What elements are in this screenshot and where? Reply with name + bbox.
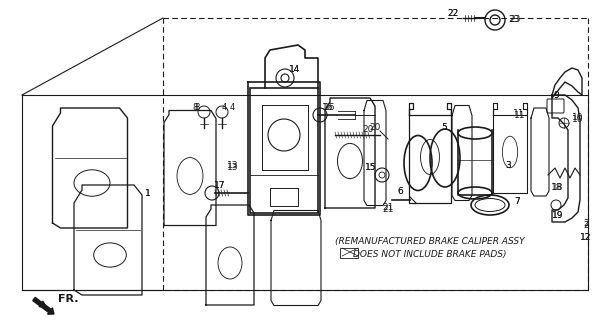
Text: 7: 7	[514, 197, 520, 206]
Text: 15: 15	[364, 164, 376, 172]
Text: 18: 18	[551, 183, 563, 193]
Text: 6: 6	[397, 188, 403, 196]
Text: 4: 4	[221, 102, 227, 111]
Bar	[340, 248, 358, 258]
Text: 16: 16	[324, 103, 336, 113]
Text: 5: 5	[441, 123, 447, 132]
Text: 3: 3	[505, 161, 511, 170]
Text: 20: 20	[369, 123, 381, 132]
Text: 19: 19	[552, 212, 564, 220]
Text: 14: 14	[289, 66, 301, 75]
Text: 14: 14	[289, 66, 301, 75]
Text: 4: 4	[230, 102, 235, 111]
Text: 3: 3	[505, 161, 511, 170]
Text: 13: 13	[226, 164, 238, 172]
Text: 23: 23	[508, 15, 519, 25]
Text: 23: 23	[509, 15, 520, 25]
Text: 13: 13	[226, 161, 238, 170]
Text: 20: 20	[362, 125, 374, 134]
Text: 15: 15	[364, 163, 376, 172]
Text: 18: 18	[552, 182, 564, 191]
Text: 11: 11	[513, 108, 525, 117]
Text: 22: 22	[447, 9, 459, 18]
Text: 10: 10	[572, 116, 583, 124]
Text: 9: 9	[553, 92, 559, 100]
Text: 10: 10	[572, 114, 583, 123]
Text: 19: 19	[552, 211, 564, 220]
Text: 17: 17	[214, 180, 226, 189]
Text: 6: 6	[397, 188, 403, 196]
Text: 16: 16	[322, 102, 334, 111]
Text: 11: 11	[514, 110, 526, 119]
Bar	[270, 188, 298, 206]
Text: 2: 2	[583, 219, 589, 228]
Text: 21: 21	[382, 204, 394, 212]
Text: 17: 17	[214, 180, 226, 189]
Text: 12: 12	[580, 233, 592, 242]
Text: 2: 2	[583, 220, 589, 229]
Text: 12: 12	[580, 234, 592, 243]
Text: 9: 9	[553, 91, 559, 100]
Text: 5: 5	[441, 123, 447, 132]
Text: 8: 8	[192, 102, 198, 111]
Text: 1: 1	[145, 188, 151, 197]
Text: 1: 1	[145, 188, 151, 197]
Text: 8: 8	[194, 102, 200, 111]
Text: 7: 7	[514, 197, 520, 206]
Text: FR.: FR.	[58, 294, 79, 304]
Text: 21: 21	[382, 205, 394, 214]
FancyArrow shape	[33, 297, 54, 314]
Text: (REMANUFACTURED BRAKE CALIPER ASSY
DOES NOT INCLUDE BRAKE PADS): (REMANUFACTURED BRAKE CALIPER ASSY DOES …	[335, 237, 525, 259]
Text: 22: 22	[447, 9, 459, 18]
